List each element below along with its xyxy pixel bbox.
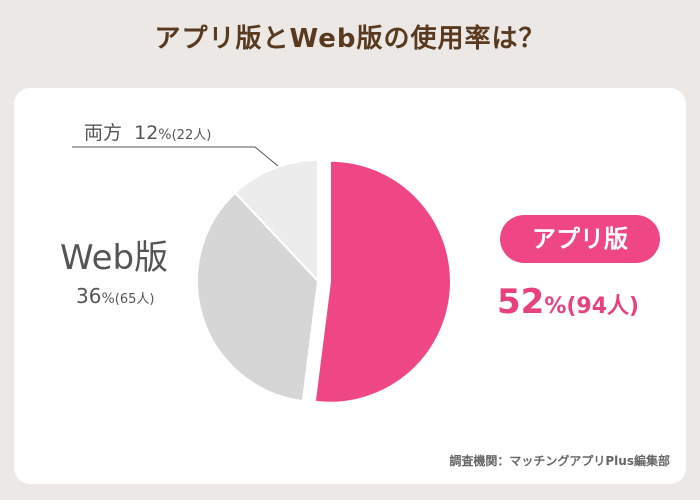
app-name-badge: アプリ版 bbox=[500, 215, 660, 263]
chart-title: アプリ版とWeb版の使用率は？ bbox=[154, 24, 546, 54]
web-pct-unit: % bbox=[101, 291, 115, 307]
app-value: 52%(94人) bbox=[497, 282, 639, 322]
app-pct-unit: % bbox=[544, 294, 567, 319]
both-name: 両方 bbox=[84, 122, 123, 144]
source-note: 調査機関：マッチングアプリPlus編集部 bbox=[449, 454, 670, 468]
app-count: (94人) bbox=[566, 294, 640, 319]
both-label: 両方 12%(22人) bbox=[84, 118, 211, 145]
both-pct: 12 bbox=[134, 122, 159, 144]
both-pct-unit: % bbox=[158, 127, 172, 143]
both-count: (22人) bbox=[171, 128, 212, 143]
web-value: 36%(65人) bbox=[76, 284, 154, 308]
pie-slice-app bbox=[313, 159, 452, 404]
web-pct: 36 bbox=[76, 284, 102, 308]
pie-slice-web bbox=[196, 191, 320, 403]
pie-slice-both bbox=[233, 158, 319, 284]
app-pct: 52 bbox=[497, 282, 545, 322]
web-count: (65人) bbox=[114, 292, 155, 307]
both-leader-line bbox=[72, 146, 279, 167]
web-name: Web版 bbox=[60, 238, 169, 278]
